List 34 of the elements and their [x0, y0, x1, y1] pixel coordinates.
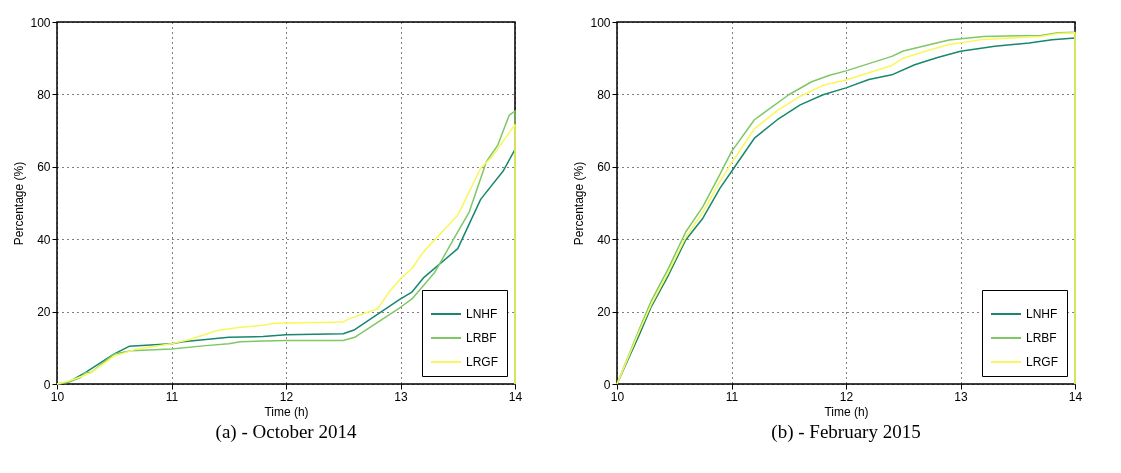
- y-tick-label: 80: [597, 87, 611, 102]
- y-tick-label: 40: [597, 232, 611, 247]
- legend-label: LNHF: [466, 307, 498, 321]
- y-tick-label: 20: [597, 305, 611, 320]
- x-axis-title: Time (h): [824, 404, 869, 419]
- x-tick-label: 10: [50, 389, 65, 404]
- legend-label: LNHF: [1026, 307, 1058, 321]
- x-tick-label: 14: [508, 389, 523, 404]
- x-tick-label: 11: [165, 389, 179, 404]
- y-tick-label: 20: [37, 305, 51, 320]
- x-tick-label: 13: [954, 389, 968, 404]
- y-tick-label: 100: [30, 15, 51, 30]
- x-tick-label: 13: [394, 389, 408, 404]
- legend-label: LRGF: [1026, 355, 1059, 369]
- y-tick-label: 60: [597, 160, 611, 175]
- x-tick-label: 12: [839, 389, 854, 404]
- x-axis-title: Time (h): [264, 404, 309, 419]
- y-tick-label: 100: [590, 15, 611, 30]
- x-tick-label: 10: [610, 389, 625, 404]
- x-tick-label: 14: [1068, 389, 1083, 404]
- y-tick-label: 0: [603, 377, 611, 392]
- x-tick-label: 11: [725, 389, 739, 404]
- x-tick-label: 12: [279, 389, 294, 404]
- legend-label: LRBF: [466, 331, 497, 345]
- y-tick-label: 80: [37, 87, 51, 102]
- y-tick-label: 40: [37, 232, 51, 247]
- legend-label: LRBF: [1026, 331, 1057, 345]
- y-axis-title: Percentage (%): [572, 161, 587, 246]
- y-tick-label: 0: [43, 377, 51, 392]
- text: (b) - February 2015: [771, 421, 921, 443]
- y-tick-label: 60: [37, 160, 51, 175]
- text: (a) - October 2014: [215, 421, 357, 443]
- legend-label: LRGF: [466, 355, 499, 369]
- y-axis-title: Percentage (%): [12, 161, 27, 246]
